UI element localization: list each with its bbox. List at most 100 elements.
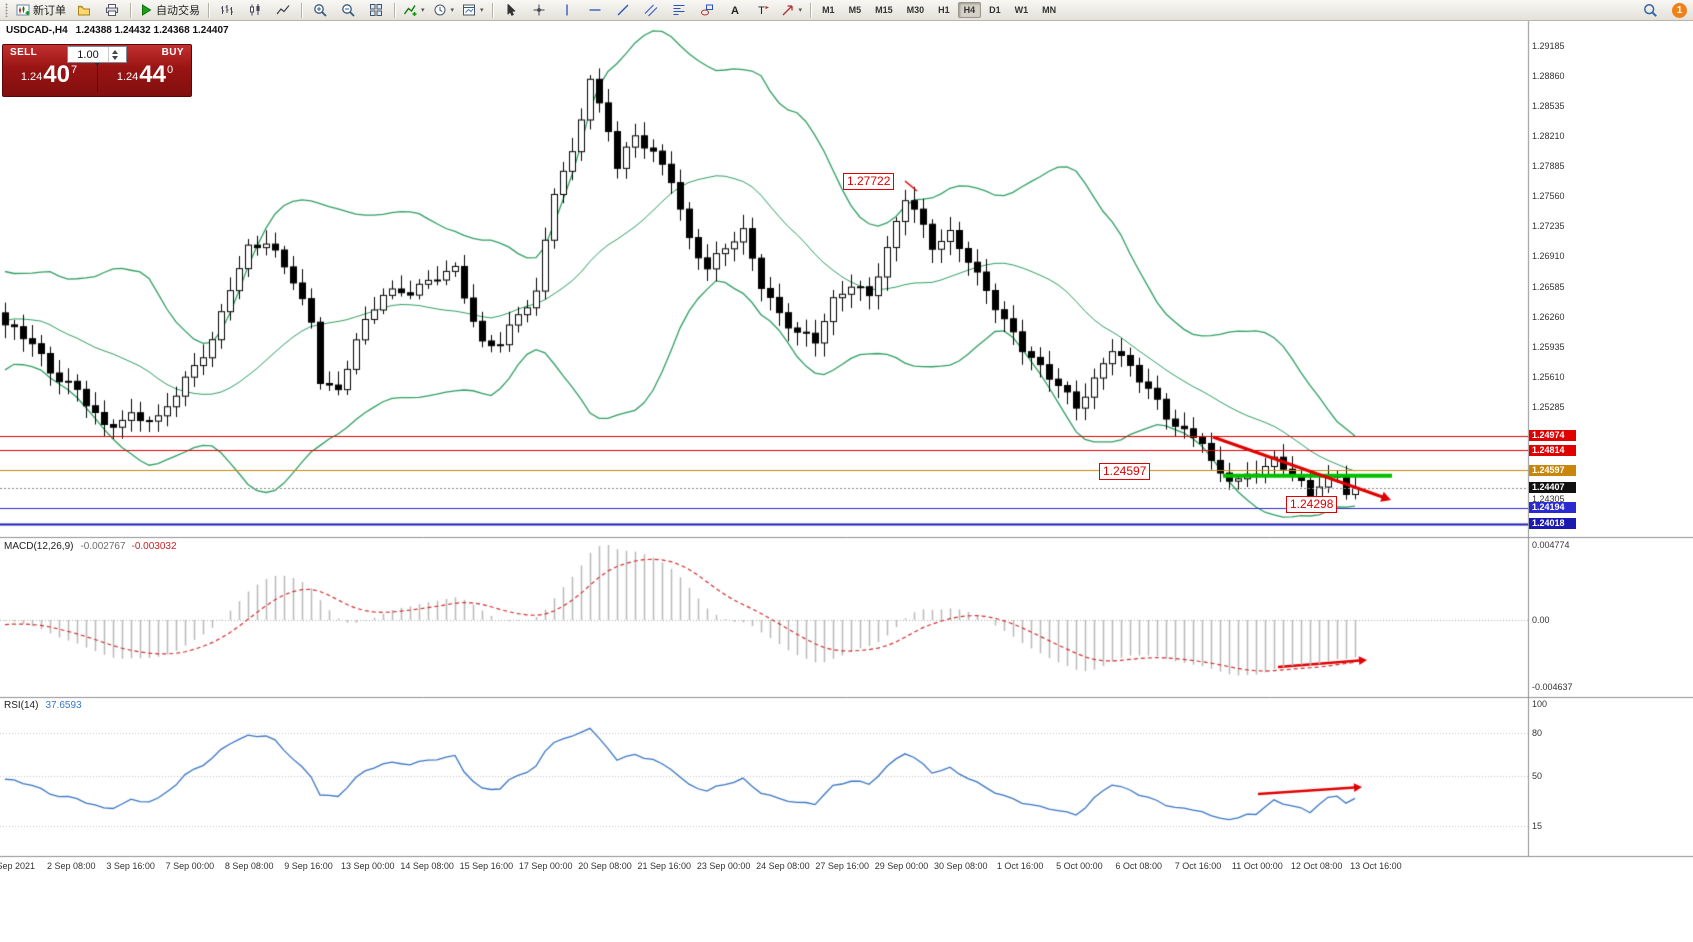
price-scale-label: 1.28860 <box>1532 71 1565 82</box>
print-button[interactable] <box>98 0 126 20</box>
trade-divider <box>97 62 98 92</box>
price-scale-label: 1.26910 <box>1532 251 1565 262</box>
candlestick-chart-button[interactable] <box>241 0 269 20</box>
macd-scale-label: 0.004774 <box>1532 540 1570 550</box>
price-tag-navy: 1.24018 <box>1529 518 1576 530</box>
time-axis-label: 12 Oct 08:00 <box>1290 861 1343 871</box>
dropdown-caret-icon: ▾ <box>421 7 425 14</box>
timeframe-m30-button[interactable]: M30 <box>906 5 925 15</box>
autotrading-button[interactable]: 自动交易 <box>135 0 204 20</box>
time-axis-label: 2 Sep 08:00 <box>47 861 96 871</box>
time-axis-label: 1 Sep 2021 <box>0 861 36 871</box>
price-scale-label: 1.26260 <box>1532 311 1565 322</box>
sell-price-big: 40 <box>43 61 70 88</box>
trendline-button[interactable] <box>609 0 637 20</box>
text-button[interactable]: A <box>721 0 749 20</box>
shapes-icon <box>700 3 714 17</box>
labelT-icon: T <box>756 3 770 17</box>
time-axis-label: 1 Oct 16:00 <box>996 861 1044 871</box>
price-scale-label: 1.27235 <box>1532 221 1565 232</box>
symbol-period-label: USDCAD-,H4 <box>6 25 68 36</box>
folder-icon <box>77 3 91 17</box>
price-scale-label: 1.25935 <box>1532 341 1565 352</box>
price-tag-current: 1.24407 <box>1529 482 1576 494</box>
time-axis-label: 17 Sep 00:00 <box>518 861 573 871</box>
volume-down-button[interactable] <box>112 55 118 60</box>
svg-text:A: A <box>731 5 739 17</box>
search-icon <box>1643 3 1657 17</box>
buy-label: BUY <box>161 47 184 58</box>
price-scale-label: 1.28210 <box>1532 131 1565 142</box>
timeframe-m1-button[interactable]: M1 <box>822 5 835 15</box>
search-button[interactable] <box>1636 0 1664 20</box>
time-axis-label: 11 Oct 00:00 <box>1231 861 1283 871</box>
rsi-name: RSI(14) <box>4 700 39 711</box>
profiles-button[interactable] <box>70 0 98 20</box>
price-annotation: 1.24298 <box>1286 496 1338 513</box>
arrow-icon <box>781 3 795 17</box>
crosshair-button[interactable] <box>525 0 553 20</box>
timeframe-m5-button[interactable]: M5 <box>848 5 862 15</box>
price-scale-label: 1.24305 <box>1532 494 1565 505</box>
templates-button[interactable]: ▾ <box>458 0 488 20</box>
geometry-button[interactable] <box>693 0 721 20</box>
timeframe-d1-button[interactable]: D1 <box>989 5 1001 15</box>
timeframe-h4-button[interactable]: H4 <box>957 2 982 18</box>
one-click-trading-panel: SELL BUY 1.24 40 7 1.24 44 0 <box>2 44 192 97</box>
line-icon <box>276 3 290 17</box>
zoom-out-icon <box>341 3 355 17</box>
svg-text:T: T <box>758 5 765 17</box>
bars-icon <box>220 3 234 17</box>
time-axis-label: 24 Sep 08:00 <box>756 861 810 871</box>
price-scale-label: 1.27560 <box>1532 191 1565 202</box>
new-order-button[interactable]: 新订单 <box>12 0 70 20</box>
ohlc-values: 1.24388 1.24432 1.24368 1.24407 <box>75 25 229 36</box>
tile-windows-button[interactable] <box>362 0 390 20</box>
time-axis-label: 15 Sep 16:00 <box>459 861 514 871</box>
time-axis-label: 6 Oct 08:00 <box>1115 861 1162 871</box>
buy-button[interactable]: 1.24 44 0 <box>99 63 191 87</box>
macd-scale-label: -0.004637 <box>1532 682 1573 692</box>
notification-badge[interactable]: 1 <box>1672 2 1687 18</box>
chart-ohlc-header: USDCAD-,H4 1.24388 1.24432 1.24368 1.2440… <box>6 25 237 36</box>
volume-up-button[interactable] <box>112 49 118 54</box>
fibonacci-button[interactable] <box>665 0 693 20</box>
zoom-out-button[interactable] <box>334 0 362 20</box>
candles-icon <box>248 3 262 17</box>
timeframe-w1-button[interactable]: W1 <box>1014 5 1029 15</box>
price-annotation: 1.27722 <box>843 173 895 190</box>
toolbar-separator <box>491 2 493 18</box>
time-axis-label: 23 Sep 00:00 <box>696 861 751 871</box>
periods-button[interactable]: ▾ <box>429 0 459 20</box>
text-label-button[interactable]: T <box>749 0 777 20</box>
timeframe-m15-button[interactable]: M15 <box>875 5 893 15</box>
toolbar-grip <box>5 3 8 17</box>
indicators-button[interactable]: ▾ <box>399 0 429 20</box>
timeframe-mn-button[interactable]: MN <box>1042 5 1057 15</box>
zoom-in-icon <box>313 3 327 17</box>
vertical-line-button[interactable] <box>553 0 581 20</box>
volume-input[interactable] <box>68 48 108 61</box>
macd-signal-value: -0.003032 <box>131 541 177 552</box>
dropdown-caret-icon: ▾ <box>450 7 455 14</box>
buy-price-sup: 0 <box>167 64 174 76</box>
arrows-button[interactable]: ▾ <box>777 0 807 20</box>
zoom-in-button[interactable] <box>306 0 334 20</box>
sell-button[interactable]: 1.24 40 7 <box>3 61 95 88</box>
price-scale-label: 1.25610 <box>1532 371 1565 382</box>
channel-button[interactable] <box>637 0 665 20</box>
line-chart-button[interactable] <box>269 0 297 20</box>
cursor-button[interactable] <box>497 0 525 20</box>
order-icon <box>16 3 30 17</box>
time-axis-label: 14 Sep 08:00 <box>400 861 454 871</box>
horizontal-line-button[interactable] <box>581 0 609 20</box>
indicator-icon <box>403 3 417 17</box>
textA-icon: A <box>728 3 742 17</box>
bar-chart-button[interactable] <box>213 0 241 20</box>
time-axis-label: 13 Oct 16:00 <box>1350 861 1402 871</box>
timeframe-h1-button[interactable]: H1 <box>938 5 950 15</box>
tiles-icon <box>369 3 383 17</box>
volume-spinner <box>108 47 121 62</box>
